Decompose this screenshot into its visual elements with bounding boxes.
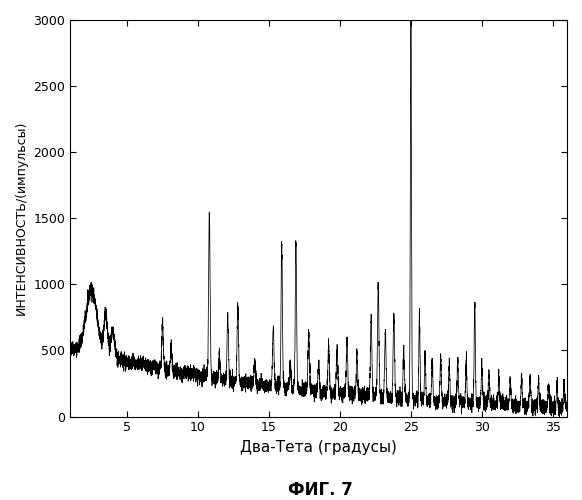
Text: ФИГ. 7: ФИГ. 7	[288, 481, 353, 499]
Y-axis label: ИНТЕНСИВНОСТЬ/(импульсы): ИНТЕНСИВНОСТЬ/(импульсы)	[15, 121, 28, 316]
X-axis label: Два-Тета (градусы): Два-Тета (градусы)	[240, 440, 397, 455]
